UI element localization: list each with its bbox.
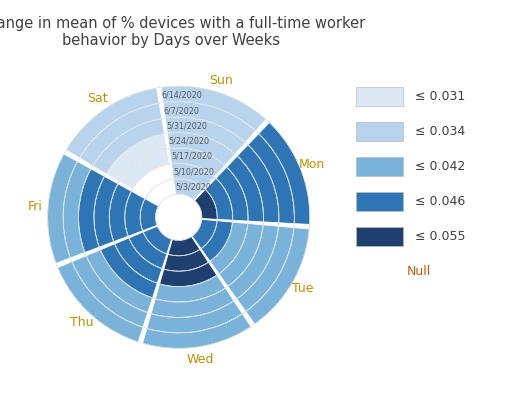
Text: Fri: Fri xyxy=(28,200,43,213)
Text: ≤ 0.031: ≤ 0.031 xyxy=(415,90,466,103)
Wedge shape xyxy=(78,169,105,252)
Bar xyxy=(356,192,404,211)
Wedge shape xyxy=(227,156,264,222)
Wedge shape xyxy=(57,261,143,342)
Wedge shape xyxy=(165,117,246,154)
Text: ≤ 0.055: ≤ 0.055 xyxy=(415,230,466,243)
Wedge shape xyxy=(109,184,132,242)
Text: Thu: Thu xyxy=(69,316,93,329)
Wedge shape xyxy=(86,250,152,312)
Wedge shape xyxy=(205,178,233,220)
Wedge shape xyxy=(125,191,145,236)
Wedge shape xyxy=(195,189,217,219)
Wedge shape xyxy=(72,256,148,327)
Text: ≤ 0.046: ≤ 0.046 xyxy=(415,195,466,208)
Wedge shape xyxy=(100,244,157,298)
Wedge shape xyxy=(93,118,164,174)
Bar xyxy=(356,157,404,176)
Wedge shape xyxy=(201,221,233,261)
Wedge shape xyxy=(161,86,266,131)
Wedge shape xyxy=(151,288,234,318)
Text: ≤ 0.034: ≤ 0.034 xyxy=(415,125,466,138)
Text: Tue: Tue xyxy=(292,282,314,295)
Wedge shape xyxy=(63,162,91,258)
Wedge shape xyxy=(248,134,294,224)
Text: 6/7/2020: 6/7/2020 xyxy=(164,106,200,115)
Wedge shape xyxy=(140,199,159,231)
Wedge shape xyxy=(169,148,225,177)
Wedge shape xyxy=(168,237,200,256)
Wedge shape xyxy=(237,226,294,312)
Text: Wed: Wed xyxy=(187,352,214,365)
Text: Null: Null xyxy=(407,265,431,278)
Text: 5/17/2020: 5/17/2020 xyxy=(171,152,212,161)
Wedge shape xyxy=(219,224,263,286)
Bar xyxy=(356,122,404,141)
Text: Sat: Sat xyxy=(88,92,108,105)
Wedge shape xyxy=(66,88,159,158)
Wedge shape xyxy=(258,122,310,224)
Wedge shape xyxy=(237,145,279,223)
Text: 5/10/2020: 5/10/2020 xyxy=(173,167,214,176)
Wedge shape xyxy=(167,132,235,166)
Wedge shape xyxy=(48,154,77,263)
Wedge shape xyxy=(246,228,309,324)
Text: 5/3/2020: 5/3/2020 xyxy=(176,182,211,191)
Wedge shape xyxy=(94,176,118,247)
Text: ≤ 0.042: ≤ 0.042 xyxy=(415,160,466,173)
Wedge shape xyxy=(79,103,162,166)
Wedge shape xyxy=(164,249,208,271)
Wedge shape xyxy=(142,314,251,348)
Wedge shape xyxy=(119,149,169,190)
Wedge shape xyxy=(228,225,279,299)
Text: Sun: Sun xyxy=(209,73,233,87)
Bar xyxy=(356,227,404,246)
Wedge shape xyxy=(114,238,162,283)
Wedge shape xyxy=(160,262,217,287)
Wedge shape xyxy=(171,163,214,188)
Text: 6/14/2020: 6/14/2020 xyxy=(162,91,203,100)
Wedge shape xyxy=(106,134,167,182)
Bar xyxy=(356,87,404,106)
Text: Change in mean of % devices with a full-time worker
behavior by Days over Weeks: Change in mean of % devices with a full-… xyxy=(0,16,365,48)
Text: 5/24/2020: 5/24/2020 xyxy=(168,137,210,145)
Wedge shape xyxy=(129,232,167,269)
Wedge shape xyxy=(155,275,225,302)
Wedge shape xyxy=(147,301,242,333)
Wedge shape xyxy=(163,102,256,143)
Wedge shape xyxy=(174,179,205,200)
Wedge shape xyxy=(192,219,217,249)
Wedge shape xyxy=(216,167,248,221)
Text: 5/31/2020: 5/31/2020 xyxy=(166,121,207,130)
Wedge shape xyxy=(210,222,248,274)
Wedge shape xyxy=(143,226,171,254)
Text: Mon: Mon xyxy=(299,158,325,171)
